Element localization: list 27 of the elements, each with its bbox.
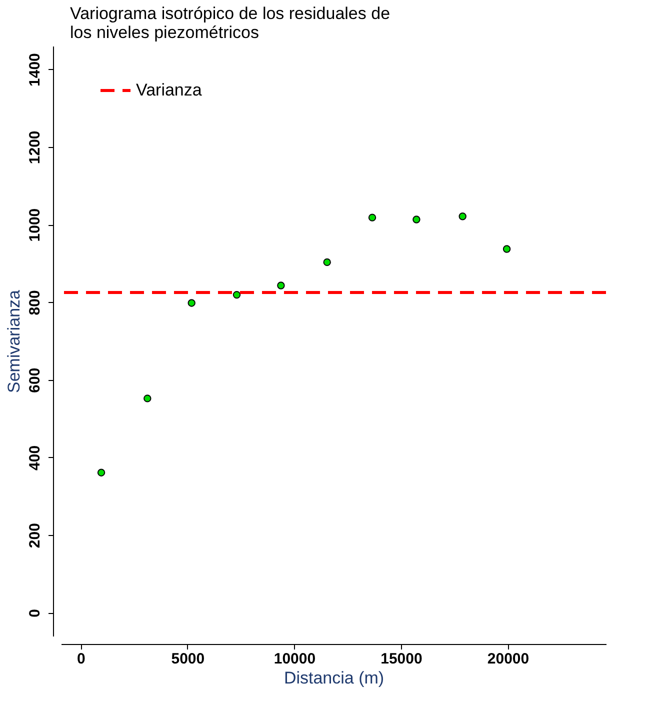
point xyxy=(412,216,420,224)
point xyxy=(144,394,152,402)
x-tick-label: 10000 xyxy=(274,650,316,668)
y-tick-label: 200 xyxy=(26,523,44,548)
y-tick-label: 0 xyxy=(26,609,44,618)
x-tick-label: 20000 xyxy=(487,650,530,668)
point xyxy=(502,245,511,253)
point xyxy=(458,212,466,220)
point xyxy=(232,290,241,299)
point xyxy=(188,299,196,307)
y-tick-label: 400 xyxy=(26,445,44,470)
point xyxy=(277,282,285,290)
y-tick-label: 800 xyxy=(26,290,44,316)
x-tick-label: 5000 xyxy=(171,650,205,668)
point xyxy=(97,468,106,476)
y-tick-label: 600 xyxy=(26,368,44,393)
x-tick-label: 0 xyxy=(76,650,86,668)
y-tick-label: 1200 xyxy=(26,130,44,164)
point xyxy=(368,214,376,222)
x-axis-title: Distancia (m) xyxy=(284,668,384,688)
y-tick-label: 1000 xyxy=(26,208,44,242)
y-tick-label: 1400 xyxy=(26,53,44,86)
point xyxy=(323,258,331,266)
chart-title: Variograma isotrópico de los residuales de los niveles piezométricos xyxy=(70,4,390,42)
y-axis-title: Semivarianza xyxy=(4,289,24,393)
legend-label: Varianza xyxy=(136,80,202,100)
x-tick-label: 15000 xyxy=(380,650,422,668)
